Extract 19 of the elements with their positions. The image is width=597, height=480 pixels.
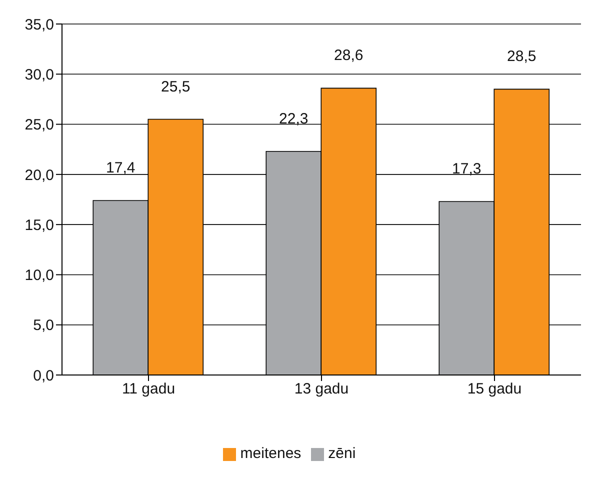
- x-tick-label: 15 gadu: [467, 380, 522, 398]
- data-label: 28,6: [334, 47, 364, 64]
- y-tick-label: 0,0: [33, 367, 54, 384]
- legend-label: meitenes: [240, 445, 302, 462]
- y-tick-label: 5,0: [33, 317, 54, 334]
- data-label: 17,3: [452, 160, 482, 178]
- y-tick-label: 15,0: [24, 216, 54, 234]
- data-label: 28,5: [507, 48, 536, 66]
- y-tick-label: 10,0: [24, 267, 54, 284]
- data-label: 17,4: [106, 160, 136, 177]
- y-tick-label: 35,0: [24, 16, 54, 34]
- x-tick-label: 13 gadu: [294, 380, 349, 398]
- y-tick-label: 25,0: [24, 116, 54, 134]
- data-label: 22,3: [279, 110, 308, 128]
- y-tick-label: 20,0: [24, 166, 54, 184]
- x-tick-label: 11 gadu: [122, 380, 176, 398]
- legend-label: zēni: [328, 445, 356, 462]
- data-label: 25,5: [161, 78, 190, 96]
- y-tick-label: 30,0: [24, 66, 54, 84]
